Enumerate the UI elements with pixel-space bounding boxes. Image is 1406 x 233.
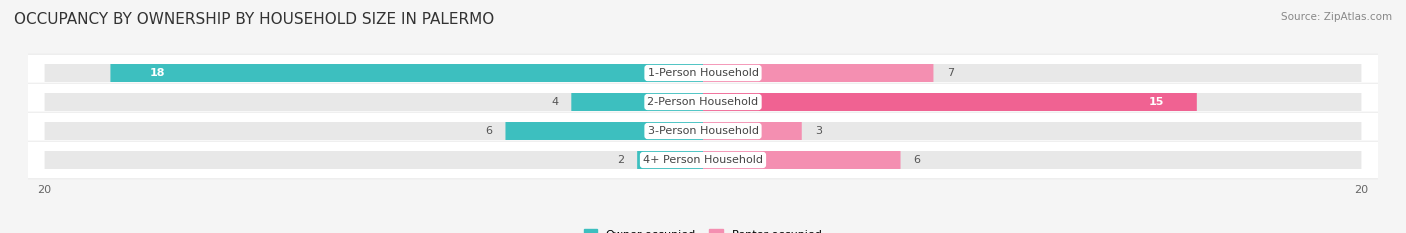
Text: 4: 4 bbox=[551, 97, 558, 107]
Text: 4+ Person Household: 4+ Person Household bbox=[643, 155, 763, 165]
Text: 15: 15 bbox=[1149, 97, 1164, 107]
Text: Source: ZipAtlas.com: Source: ZipAtlas.com bbox=[1281, 12, 1392, 22]
Text: 3: 3 bbox=[815, 126, 823, 136]
Text: 2-Person Household: 2-Person Household bbox=[647, 97, 759, 107]
FancyBboxPatch shape bbox=[571, 93, 703, 111]
FancyBboxPatch shape bbox=[703, 122, 801, 140]
FancyBboxPatch shape bbox=[703, 64, 934, 82]
FancyBboxPatch shape bbox=[22, 54, 1384, 92]
Text: 2: 2 bbox=[617, 155, 624, 165]
FancyBboxPatch shape bbox=[637, 151, 703, 169]
Legend: Owner-occupied, Renter-occupied: Owner-occupied, Renter-occupied bbox=[579, 225, 827, 233]
Text: 18: 18 bbox=[150, 68, 166, 78]
FancyBboxPatch shape bbox=[22, 112, 1384, 150]
FancyBboxPatch shape bbox=[22, 83, 1384, 121]
FancyBboxPatch shape bbox=[45, 64, 1361, 82]
Text: 7: 7 bbox=[946, 68, 953, 78]
FancyBboxPatch shape bbox=[703, 93, 1197, 111]
Text: 6: 6 bbox=[914, 155, 921, 165]
Text: 1-Person Household: 1-Person Household bbox=[648, 68, 758, 78]
FancyBboxPatch shape bbox=[45, 151, 1361, 169]
Text: OCCUPANCY BY OWNERSHIP BY HOUSEHOLD SIZE IN PALERMO: OCCUPANCY BY OWNERSHIP BY HOUSEHOLD SIZE… bbox=[14, 12, 495, 27]
Text: 3-Person Household: 3-Person Household bbox=[648, 126, 758, 136]
FancyBboxPatch shape bbox=[45, 93, 1361, 111]
FancyBboxPatch shape bbox=[111, 64, 703, 82]
FancyBboxPatch shape bbox=[703, 151, 900, 169]
FancyBboxPatch shape bbox=[45, 122, 1361, 140]
FancyBboxPatch shape bbox=[22, 141, 1384, 179]
FancyBboxPatch shape bbox=[506, 122, 703, 140]
Text: 6: 6 bbox=[485, 126, 492, 136]
